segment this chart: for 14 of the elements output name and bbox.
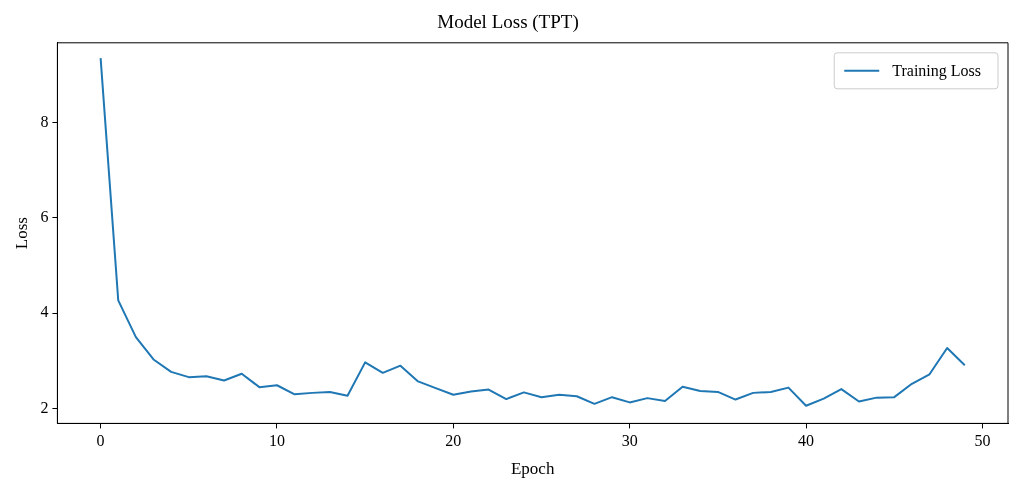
y-tick-label: 8 <box>40 112 49 130</box>
x-tick-label: 40 <box>798 432 815 450</box>
x-tick-label: 10 <box>268 432 285 450</box>
y-axis-title: Loss <box>11 217 31 250</box>
x-axis-title: Epoch <box>510 459 555 479</box>
x-tick-label: 20 <box>445 432 462 450</box>
x-tick-label: 50 <box>974 432 991 450</box>
y-tick-label: 6 <box>40 208 49 226</box>
y-tick-label: 4 <box>40 303 49 321</box>
x-tick-label: 30 <box>621 432 638 450</box>
chart-title: Model Loss (TPT) <box>437 11 579 34</box>
legend-label: Training Loss <box>892 62 982 80</box>
y-tick-label: 2 <box>40 398 49 416</box>
x-tick-label: 0 <box>96 432 105 450</box>
